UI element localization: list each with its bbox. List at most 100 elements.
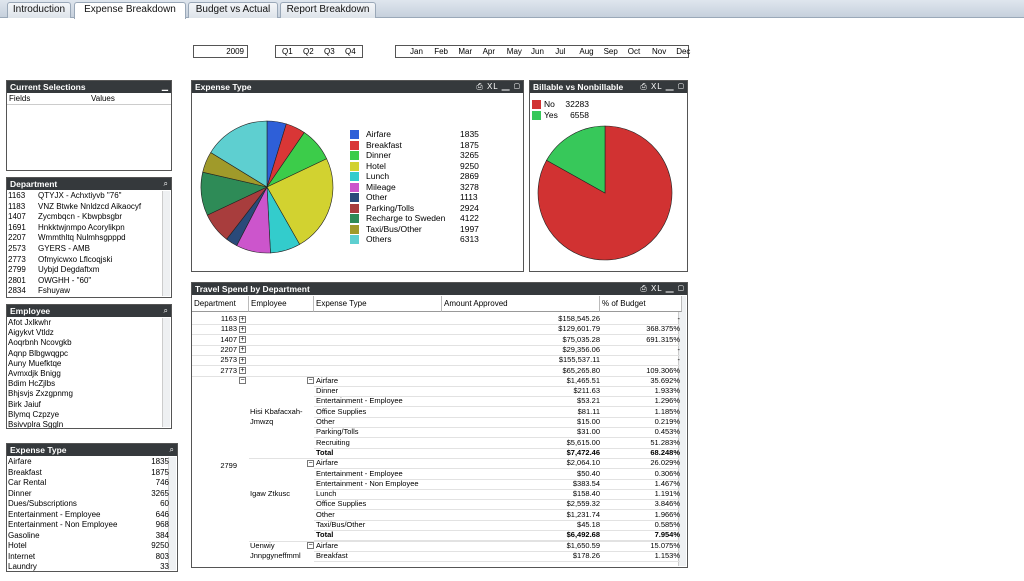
window-controls-icons[interactable]: ⎙ XL ▁ ▢ [640, 82, 685, 91]
column-header[interactable]: Employee [249, 296, 314, 312]
expense-type-count[interactable]: 968 [155, 520, 169, 529]
expense-type-count[interactable]: 1875 [151, 467, 169, 477]
window-controls-icons[interactable]: ⎙ XL ▁ ▢ [476, 82, 521, 91]
year-selector[interactable]: 2009 [193, 45, 248, 58]
department-code[interactable]: 1183 [8, 201, 26, 211]
expand-icon[interactable]: + [239, 336, 246, 344]
scrollbar[interactable] [162, 191, 170, 296]
legend-item[interactable]: Mileage [350, 182, 480, 192]
expand-icon[interactable]: + [239, 315, 246, 323]
legend-item[interactable]: Dinner [350, 150, 480, 160]
department-name[interactable]: Hnkktwjnmpo Acorylikpn [38, 222, 125, 232]
expense-type-name[interactable]: Airfare [8, 457, 32, 466]
department-code[interactable]: 2207 [8, 233, 26, 243]
tab-budget-vs-actual[interactable]: Budget vs Actual [188, 2, 278, 18]
collapse-icon[interactable]: − [307, 459, 314, 467]
expand-icon[interactable]: + [239, 367, 246, 375]
month-option[interactable]: Jun [531, 47, 544, 56]
expense-type-count[interactable]: 803 [155, 551, 169, 561]
month-option[interactable]: Nov [652, 47, 667, 56]
legend-item[interactable]: Taxi/Bus/Other [350, 224, 480, 234]
scrollbar[interactable] [168, 457, 176, 570]
department-name[interactable]: Ofmyicwxo Lflcoqjski [38, 254, 113, 264]
legend-item[interactable]: Recharge to Sweden [350, 213, 480, 223]
quarter-option[interactable]: Q1 [282, 47, 293, 56]
search-icon[interactable]: ⌕ [169, 445, 175, 454]
department-name[interactable]: Fshuyaw [38, 286, 71, 296]
expense-type-name[interactable]: Car Rental [8, 478, 47, 487]
month-option[interactable]: Apr [482, 47, 496, 56]
column-header[interactable]: Expense Type [314, 296, 442, 312]
department-code[interactable]: 2799 [8, 265, 26, 275]
department-code[interactable]: 2801 [8, 275, 26, 285]
department-code[interactable]: 2773 [8, 254, 26, 264]
expense-type-count[interactable]: 1835 [151, 457, 169, 466]
window-controls-icons[interactable]: ⎙ XL ▁ ▢ [640, 284, 685, 293]
employee-list-item[interactable]: Blymq Czpzye [8, 409, 60, 419]
department-code[interactable]: 1163 [8, 191, 26, 200]
pie-slice-no[interactable] [537, 125, 673, 261]
legend-item[interactable]: Parking/Tolls [350, 203, 480, 213]
month-option[interactable]: Jul [555, 47, 566, 56]
employee-list-item[interactable]: Aoqrbnh Ncovgkb [8, 338, 72, 348]
employee-list-item[interactable]: Bsivvplra Sggln [8, 420, 64, 429]
month-option[interactable]: Jan [410, 47, 423, 56]
expense-type-name[interactable]: Entertainment - Non Employee [8, 520, 118, 529]
month-option[interactable]: Feb [434, 47, 448, 56]
legend-item[interactable]: Yes [532, 110, 592, 120]
department-code[interactable]: 2834 [8, 286, 26, 296]
legend-item[interactable]: Lunch [350, 171, 480, 181]
department-code[interactable]: 1691 [8, 222, 26, 232]
legend-item[interactable]: Breakfast [350, 140, 480, 150]
expand-icon[interactable]: + [239, 325, 246, 333]
column-header[interactable]: Amount Approved [442, 296, 600, 312]
tab-introduction[interactable]: Introduction [7, 2, 71, 18]
pie-slice-hotel[interactable] [266, 158, 334, 245]
quarter-option[interactable]: Q2 [303, 47, 314, 56]
department-name[interactable]: OWGHH - "60" [38, 275, 92, 285]
employee-list-item[interactable]: Aqnp Blbgwqgpc [8, 348, 69, 358]
expense-type-pie[interactable] [192, 93, 524, 272]
legend-item[interactable]: Others [350, 234, 480, 244]
expense-type-name[interactable]: Breakfast [8, 467, 42, 477]
search-icon[interactable]: ⌕ [163, 306, 169, 315]
department-name[interactable]: VNZ Btwke Nnldzcd Aikaocyf [38, 201, 142, 211]
pie-slice-yes[interactable] [546, 125, 606, 194]
department-code[interactable]: 2573 [8, 244, 26, 253]
tab-report-breakdown[interactable]: Report Breakdown [280, 2, 376, 18]
collapse-icon[interactable]: − [307, 542, 314, 550]
expense-type-name[interactable]: Dinner [8, 488, 32, 498]
department-name[interactable]: Zycmbqcn - Kbwpbsgbr [38, 212, 123, 222]
expense-type-count[interactable]: 3265 [151, 488, 169, 498]
department-name[interactable]: Wmmthltq Nulmhsgpppd [38, 233, 126, 243]
employee-list-item[interactable]: Aigykvt Vtldz [8, 328, 54, 338]
tab-expense-breakdown[interactable]: Expense Breakdown [74, 2, 186, 19]
expand-icon[interactable]: + [239, 356, 246, 364]
legend-item[interactable]: No [532, 99, 592, 109]
expense-type-name[interactable]: Laundry [8, 562, 37, 571]
expense-type-name[interactable]: Entertainment - Employee [8, 509, 101, 519]
expense-type-name[interactable]: Dues/Subscriptions [8, 499, 77, 508]
year-value[interactable]: 2009 [226, 47, 244, 56]
expense-type-name[interactable]: Hotel [8, 541, 27, 550]
month-option[interactable]: Aug [579, 47, 594, 56]
department-name[interactable]: QTYJX - Achxtiyvb "76" [38, 191, 122, 200]
department-code[interactable]: 1407 [8, 212, 26, 222]
legend-item[interactable]: Hotel [350, 161, 480, 171]
department-name[interactable]: GYERS - AMB [38, 244, 91, 253]
expense-type-name[interactable]: Internet [8, 551, 36, 561]
month-option[interactable]: Sep [603, 47, 618, 56]
expand-icon[interactable]: + [239, 346, 246, 354]
billable-pie[interactable] [530, 93, 688, 272]
quarter-option[interactable]: Q3 [324, 47, 335, 56]
expense-type-count[interactable]: 746 [155, 478, 169, 487]
collapse-icon[interactable]: − [307, 377, 314, 385]
month-option[interactable]: Dec [676, 47, 691, 56]
employee-list-item[interactable]: Auny Muefktqe [8, 358, 62, 368]
expense-type-count[interactable]: 60 [160, 499, 169, 508]
table-scrollbar[interactable] [678, 296, 686, 566]
expense-type-count[interactable]: 9250 [151, 541, 169, 550]
pie-slice-others[interactable] [210, 120, 268, 188]
expense-type-count[interactable]: 33 [160, 562, 169, 571]
employee-list-item[interactable]: Avmxdjk Bnigg [8, 369, 61, 378]
